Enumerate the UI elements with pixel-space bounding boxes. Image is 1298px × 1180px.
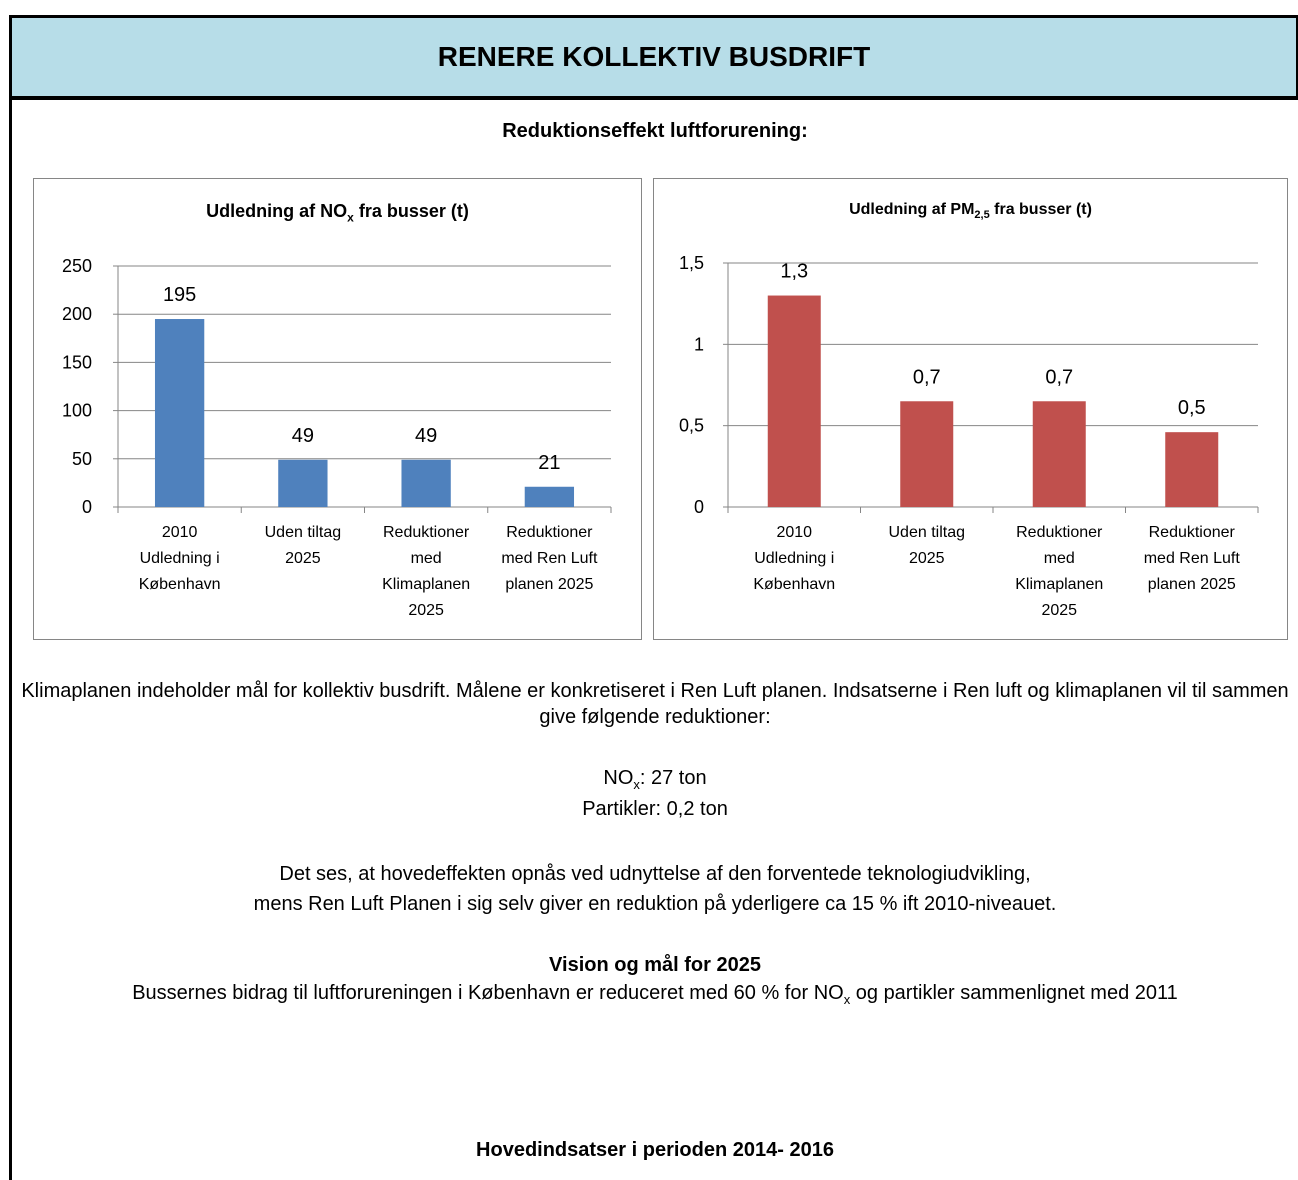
data-label: 0,7 <box>1045 366 1073 388</box>
x-tick-label: Reduktioner med Ren Luft planen 2025 <box>501 524 598 593</box>
y-tick-label: 0,5 <box>679 416 704 436</box>
title-text: Udledning af PM <box>849 201 975 218</box>
bar <box>524 486 575 507</box>
title-subscript: 2,5 <box>974 209 990 222</box>
y-tick-label: 100 <box>62 401 92 421</box>
header: RENERE KOLLEKTIV BUSDRIFT <box>9 15 1298 100</box>
subscript: x <box>843 992 851 1007</box>
paragraph: Klimaplanen indeholder mål for kollektiv… <box>21 680 1289 728</box>
data-label: 0,5 <box>1178 397 1206 419</box>
x-tick-label: Reduktioner med Ren Luft planen 2025 <box>1143 524 1240 593</box>
data-label: 1,3 <box>780 261 808 283</box>
section-title: Hovedindsatser i perioden 2014- 2016 <box>476 1139 834 1161</box>
title-text: fra busser (t) <box>989 201 1092 218</box>
bar <box>1032 401 1086 507</box>
text: : 27 ton <box>639 767 707 789</box>
paragraph: Bussernes bidrag til luftforureningen i … <box>60 980 1250 1013</box>
x-tick-label: 2010 Udledning i København <box>753 524 836 593</box>
bar <box>401 459 451 507</box>
title-text: fra busser (t) <box>353 201 469 221</box>
particles-line: Partikler: 0,2 ton <box>582 798 728 820</box>
bar <box>900 401 954 507</box>
title-text: Udledning af NO <box>206 201 348 221</box>
y-tick-label: 1 <box>694 334 704 354</box>
bar <box>154 319 205 507</box>
bar <box>1165 432 1219 507</box>
paragraph-line: mens Ren Luft Planen i sig selv giver en… <box>253 893 1057 915</box>
section-title: Vision og mål for 2025 <box>549 954 761 976</box>
y-tick-label: 50 <box>72 449 92 469</box>
subscript: x <box>633 777 640 792</box>
header-title: RENERE KOLLEKTIV BUSDRIFT <box>437 41 871 72</box>
y-tick-label: 250 <box>62 256 92 276</box>
bar <box>767 295 821 507</box>
chart-title: Udledning af PM2,5 fra busser (t) <box>654 201 1287 221</box>
plot: 0 0,5 1 1,5 1,3 0,7 0,7 0,5 <box>679 253 1259 517</box>
x-tick-label: Reduktioner med Klimaplanen 2025 <box>1015 524 1104 619</box>
plot: 0 50 100 150 200 250 195 49 49 21 <box>62 256 612 517</box>
data-label: 195 <box>163 284 196 306</box>
chart: Udledning af NOx fra busser (t) 0 50 100 15… <box>33 178 642 640</box>
frame <box>9 15 12 1180</box>
data-label: 21 <box>538 452 560 474</box>
text: NO <box>603 767 634 789</box>
data-label: 49 <box>292 425 314 447</box>
x-tick-label: 2010 Udledning i København <box>138 524 221 593</box>
text: og partikler sammenlignet med 2011 <box>850 982 1178 1004</box>
bar <box>278 459 328 507</box>
chart: Udledning af PM2,5 fra busser (t) 0 0,5 1 1… <box>653 178 1288 640</box>
x-tick-label: Uden tiltag 2025 <box>888 524 966 567</box>
title-subscript: x <box>347 210 354 225</box>
y-tick-label: 150 <box>62 352 92 372</box>
y-tick-label: 0 <box>694 497 704 517</box>
chart-title: Udledning af NOx fra busser (t) <box>34 201 641 225</box>
data-label: 0,7 <box>913 366 941 388</box>
text: Bussernes bidrag til luftforureningen i … <box>132 982 844 1004</box>
y-tick-label: 0 <box>82 497 92 517</box>
y-tick-label: 1,5 <box>679 253 704 273</box>
x-tick-label: Reduktioner med Klimaplanen 2025 <box>382 524 471 619</box>
nox-line: NOx: 27 ton <box>12 765 1298 798</box>
subtitle: Reduktionseffekt luftforurening: <box>502 120 808 142</box>
data-label: 49 <box>415 425 437 447</box>
x-tick-label: Uden tiltag 2025 <box>264 524 342 567</box>
paragraph-line: Det ses, at hovedeffekten opnås ved udny… <box>279 863 1031 885</box>
y-tick-label: 200 <box>62 304 92 324</box>
